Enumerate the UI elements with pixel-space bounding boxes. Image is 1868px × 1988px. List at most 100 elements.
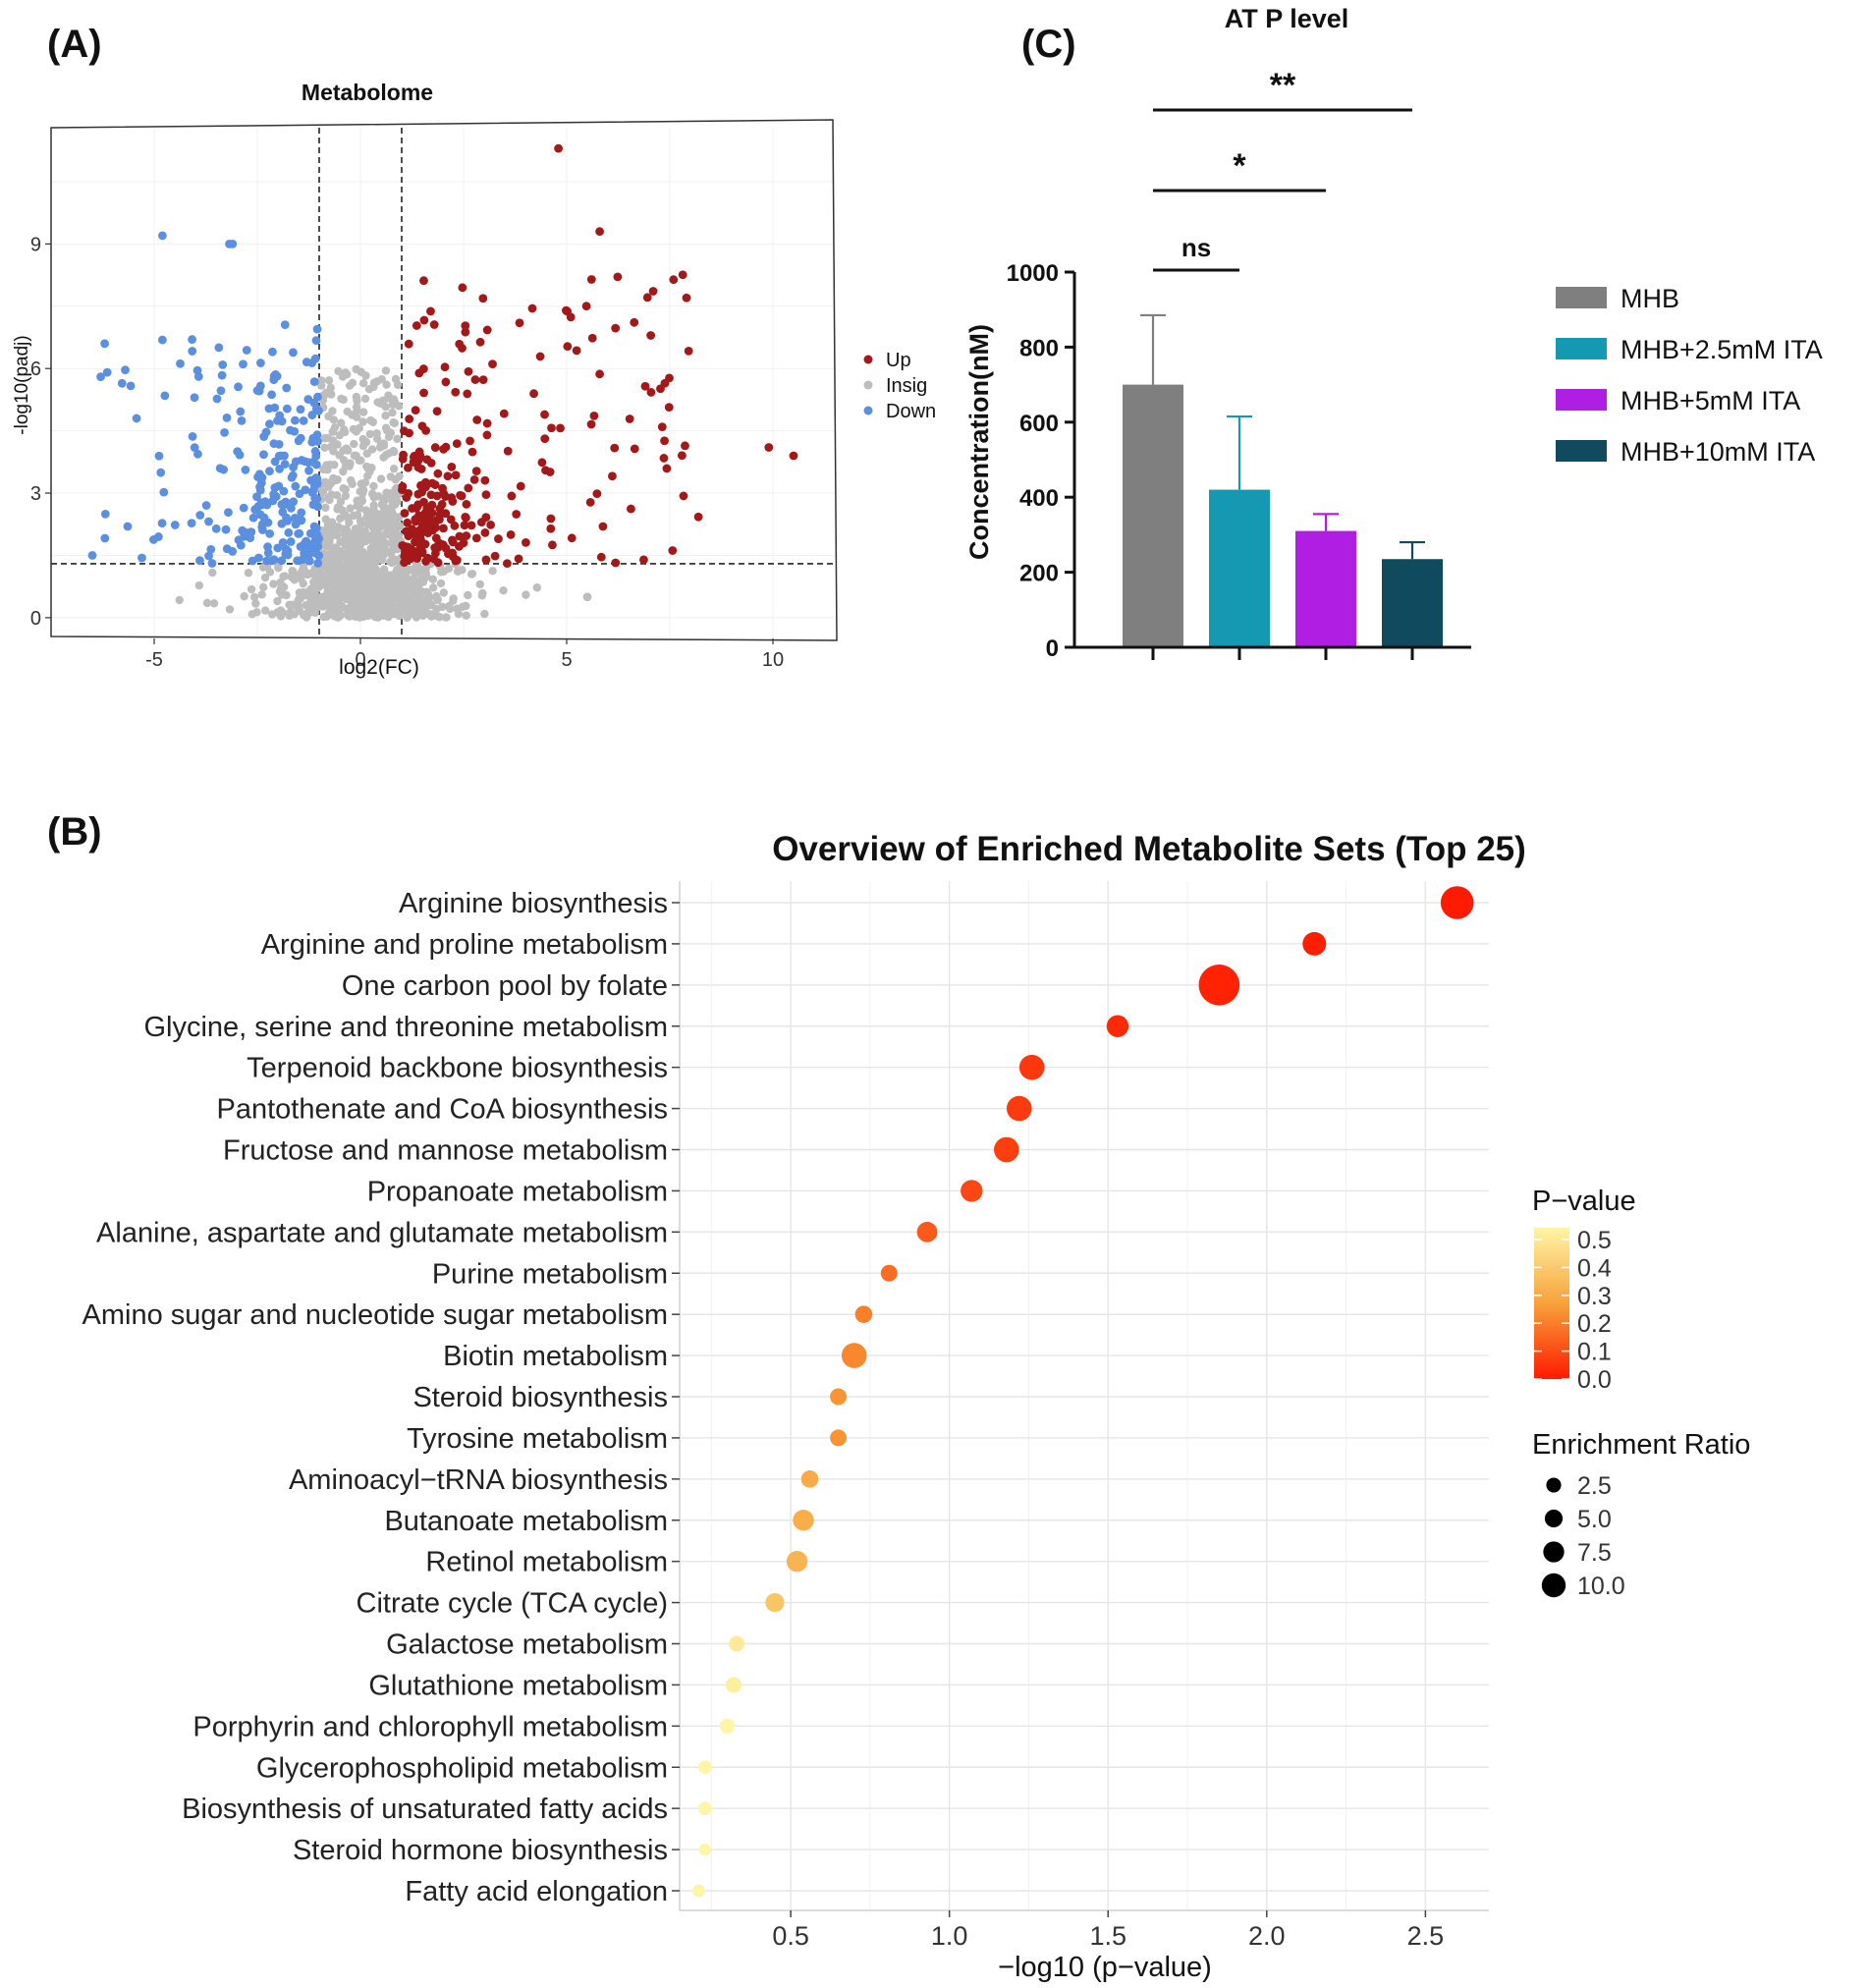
down-point	[265, 467, 274, 476]
insig-point	[373, 607, 382, 617]
pathway-dot	[994, 1136, 1019, 1163]
insig-point	[324, 493, 333, 503]
up-point	[546, 524, 556, 533]
colorbar-tick-label: 0.2	[1577, 1310, 1612, 1338]
up-point	[592, 489, 602, 499]
up-point	[545, 468, 555, 476]
up-point	[398, 454, 408, 464]
insig-point	[332, 490, 342, 500]
insig-point	[336, 497, 346, 506]
down-point	[296, 542, 305, 551]
pvalue-colorbar-ticks: 0.50.40.30.20.10.0	[1534, 1227, 1612, 1394]
insig-point	[422, 587, 431, 597]
insig-point	[353, 496, 361, 505]
down-point	[234, 382, 243, 392]
insig-point	[393, 434, 402, 444]
insig-point	[341, 491, 351, 501]
up-point	[427, 508, 437, 518]
insig-point	[249, 592, 259, 602]
pathway-dot	[725, 1677, 742, 1693]
down-point	[265, 419, 274, 429]
down-point	[291, 415, 300, 425]
up-point	[540, 410, 549, 419]
up-point	[471, 467, 481, 476]
pathway-dot	[697, 1801, 712, 1816]
insig-point	[361, 371, 370, 380]
up-point	[482, 325, 492, 335]
insig-point	[444, 564, 454, 574]
insig-point	[357, 485, 367, 495]
down-point	[188, 347, 197, 356]
insig-point	[532, 583, 542, 592]
up-point	[467, 521, 476, 530]
insig-point	[336, 514, 345, 524]
volcano-y-tick-label: 0	[30, 608, 41, 630]
down-point	[239, 359, 247, 369]
up-point	[639, 555, 648, 565]
insig-point	[318, 593, 327, 602]
down-point	[201, 501, 211, 510]
down-point	[100, 509, 110, 519]
insig-point	[357, 456, 365, 465]
up-point	[410, 547, 419, 556]
up-point	[411, 527, 420, 537]
insig-point	[358, 434, 367, 444]
up-point	[404, 530, 413, 540]
down-point	[236, 540, 246, 550]
pathway-label: Glycine, serine and threonine metabolism	[143, 1012, 668, 1043]
down-point	[207, 559, 217, 568]
legend-marker-down	[863, 406, 873, 415]
insig-point	[347, 595, 357, 605]
insig-point	[175, 595, 184, 605]
atp-bars	[1123, 313, 1443, 647]
pvalue-colorbar	[1534, 1228, 1569, 1379]
insig-point	[251, 599, 260, 608]
panel-label-b: (B)	[47, 810, 102, 854]
up-point	[411, 406, 420, 415]
insig-point	[325, 591, 335, 601]
insig-point	[420, 597, 430, 607]
up-point	[404, 488, 413, 498]
insig-point	[406, 607, 414, 616]
insig-point	[350, 451, 359, 461]
down-point	[280, 500, 290, 509]
atp-legend: MHB MHB+2.5mM ITA MHB+5mM ITA MHB+10mM ITA	[1556, 284, 1823, 467]
size-legend-dot	[1543, 1541, 1565, 1563]
insig-point	[475, 580, 485, 589]
insig-point	[277, 584, 287, 594]
legend-label-up: Up	[886, 350, 911, 371]
down-point	[193, 449, 202, 459]
up-point	[412, 504, 421, 513]
down-point	[308, 539, 318, 549]
atp-y-tick-label: 0	[1046, 635, 1059, 662]
insig-point	[398, 589, 408, 599]
atp-legend-label: MHB+5mM ITA	[1621, 386, 1800, 415]
up-point	[527, 304, 537, 313]
up-point	[595, 369, 604, 379]
up-point	[480, 527, 490, 537]
insig-point	[294, 601, 302, 610]
size-legend-label: 7.5	[1577, 1539, 1612, 1567]
insig-point	[366, 415, 375, 425]
up-point	[499, 409, 509, 418]
down-point	[123, 522, 133, 531]
insig-point	[398, 565, 407, 574]
down-point	[224, 508, 233, 518]
up-point	[482, 430, 492, 440]
down-point	[157, 335, 167, 345]
pathway-dot	[765, 1592, 785, 1613]
pathway-label: Alanine, aspartate and glutamate metabol…	[96, 1217, 668, 1248]
enrichment-title: Overview of Enriched Metabolite Sets (To…	[772, 830, 1526, 868]
pathway-dot	[841, 1343, 867, 1368]
up-point	[460, 521, 469, 530]
insig-point	[390, 418, 400, 428]
down-point	[219, 465, 229, 474]
up-point	[668, 546, 678, 555]
down-point	[294, 436, 303, 446]
down-point	[102, 367, 112, 377]
down-point	[256, 498, 266, 508]
down-point	[280, 320, 290, 330]
up-point	[417, 421, 427, 431]
down-point	[291, 481, 301, 491]
down-point	[236, 407, 246, 416]
